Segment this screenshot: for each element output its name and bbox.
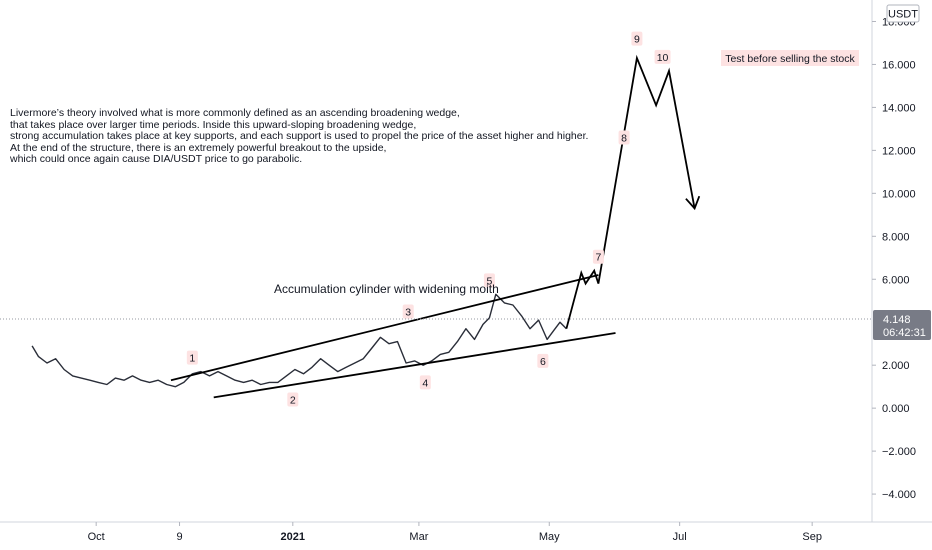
- currency-badge: USDT: [888, 9, 918, 21]
- trendline-lower: [213, 332, 616, 399]
- wave-label-8: 8: [621, 132, 627, 144]
- drawings-layer: [170, 54, 701, 399]
- wave-label-7: 7: [596, 252, 602, 264]
- x-tick-label: Sep: [802, 531, 822, 543]
- wave-label-1: 1: [189, 353, 195, 365]
- wave-label-3-box: [402, 304, 414, 319]
- y-tick-label: 16.000: [882, 59, 916, 71]
- wave-labels: 1 2 3 4 5 6 7 8 9 10 Test before selling the stock: [186, 31, 859, 407]
- x-tick-label: 2021: [281, 531, 305, 543]
- wave-label-4-box: [419, 375, 431, 390]
- y-tick-label: 2.000: [882, 360, 910, 372]
- projection-path: [565, 54, 696, 329]
- price-series-line: [31, 293, 567, 388]
- accumulation-cylinder-label: Accumulation cylinder with widening moit…: [274, 282, 499, 296]
- price-countdown: 06:42:31: [883, 327, 926, 339]
- x-tick-label: May: [539, 531, 560, 543]
- trendline-upper: [170, 274, 599, 382]
- wave-label-9-box: [631, 31, 643, 46]
- wave-label-10: 10: [657, 52, 669, 64]
- current-price-value: 4.148: [883, 314, 911, 326]
- x-tick-label: Mar: [409, 531, 428, 543]
- current-price-box: [873, 310, 931, 341]
- wave-label-2-box: [287, 392, 299, 407]
- x-tick-label: Oct: [88, 531, 105, 543]
- price-layer: [31, 293, 567, 388]
- projection-arrowhead: [685, 195, 701, 211]
- y-tick-label: −2.000: [882, 446, 916, 458]
- y-tick-label: 10.000: [882, 188, 916, 200]
- wave-label-6-box: [537, 353, 549, 368]
- y-tick-label: 14.000: [882, 102, 916, 114]
- wave-label-3: 3: [405, 306, 411, 318]
- wave-label-1-box: [186, 350, 198, 365]
- wave-label-6: 6: [540, 356, 546, 368]
- y-tick-label: 12.000: [882, 145, 916, 157]
- y-tick-label: 6.000: [882, 274, 910, 286]
- annotation-box: [721, 50, 859, 66]
- livermore-theory-note: Livermore’s theory involved what is more…: [10, 107, 589, 165]
- currency-badge-box: [886, 4, 920, 23]
- wave-label-10-box: [654, 49, 671, 64]
- y-tick-label: 8.000: [882, 231, 910, 243]
- wave-label-2: 2: [290, 395, 296, 407]
- x-tick-label: Jul: [673, 531, 687, 543]
- wave-label-7-box: [592, 249, 604, 264]
- wave-label-8-box: [618, 130, 630, 145]
- wave-label-5-box: [483, 273, 495, 288]
- x-tick-label: 9: [176, 531, 182, 543]
- wave-label-4: 4: [422, 377, 428, 389]
- annotation-text: Test before selling the stock: [725, 53, 855, 65]
- wave-label-5: 5: [487, 275, 493, 287]
- wave-label-9: 9: [634, 34, 640, 46]
- y-tick-label: −4.000: [882, 489, 916, 501]
- y-tick-label: 0.000: [882, 403, 910, 415]
